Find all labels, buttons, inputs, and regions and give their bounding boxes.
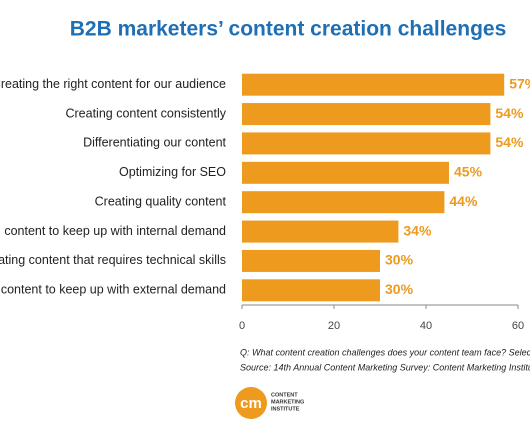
bar (242, 103, 491, 126)
value-label: 30% (385, 252, 414, 268)
category-label: Differentiating our content (83, 136, 226, 150)
value-label: 44% (449, 193, 478, 209)
bar (242, 132, 491, 155)
value-label: 30% (385, 281, 414, 297)
x-tick-label: 0 (239, 320, 245, 332)
category-label: Creating quality content (95, 194, 227, 208)
bar (242, 161, 449, 184)
x-tick-label: 40 (420, 320, 432, 332)
value-label: 45% (454, 164, 483, 180)
logo: cm CONTENT MARKETING INSTITUTE (235, 387, 304, 419)
value-label: 57% (509, 75, 530, 91)
value-label: 54% (495, 134, 524, 150)
source: Source: 14th Annual Content Marketing Su… (240, 362, 530, 372)
logo-text: MARKETING (271, 399, 304, 405)
bar (242, 249, 380, 272)
bar (242, 220, 399, 243)
x-tick-label: 60 (512, 320, 524, 332)
bar (242, 73, 505, 96)
category-label: Optimizing for SEO (119, 165, 226, 179)
value-label: 54% (495, 105, 524, 121)
bar (242, 279, 380, 302)
logo-circle (235, 387, 267, 419)
bar (242, 191, 445, 214)
logo-mark: cm (240, 395, 262, 412)
x-tick-label: 20 (328, 320, 340, 332)
category-label: n content to keep up with external deman… (0, 283, 226, 297)
logo-text: CONTENT (271, 392, 298, 398)
category-label: Creating the right content for our audie… (0, 77, 226, 91)
logo-text: INSTITUTE (271, 406, 300, 412)
category-label: Creating content consistently (65, 106, 226, 120)
value-label: 34% (403, 222, 432, 238)
category-label: n content to keep up with internal deman… (0, 224, 226, 238)
chart-title: B2B marketers’ content creation challeng… (70, 18, 507, 41)
question: Q: What content creation challenges does… (240, 347, 530, 357)
category-label: ating content that requires technical sk… (0, 253, 226, 267)
